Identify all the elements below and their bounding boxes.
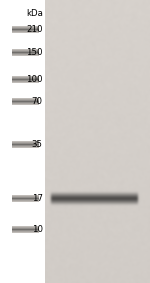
Text: 70: 70 — [32, 97, 43, 106]
Text: kDa: kDa — [26, 9, 43, 18]
Text: 210: 210 — [26, 25, 43, 34]
Text: 35: 35 — [32, 140, 43, 149]
Text: 10: 10 — [32, 225, 43, 234]
Text: 150: 150 — [26, 48, 43, 57]
Text: 100: 100 — [26, 75, 43, 84]
Text: 17: 17 — [32, 194, 43, 203]
